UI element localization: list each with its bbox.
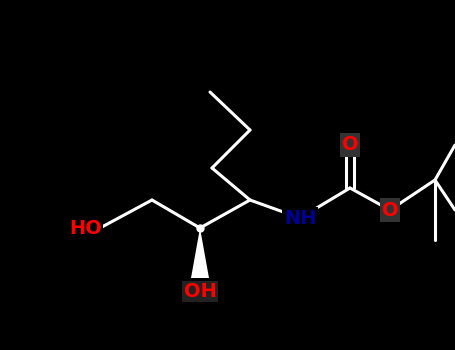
- Polygon shape: [191, 228, 209, 278]
- Text: NH: NH: [284, 209, 316, 228]
- Text: O: O: [342, 135, 359, 154]
- Text: O: O: [382, 201, 398, 219]
- Text: OH: OH: [183, 282, 217, 301]
- Text: HO: HO: [69, 218, 102, 238]
